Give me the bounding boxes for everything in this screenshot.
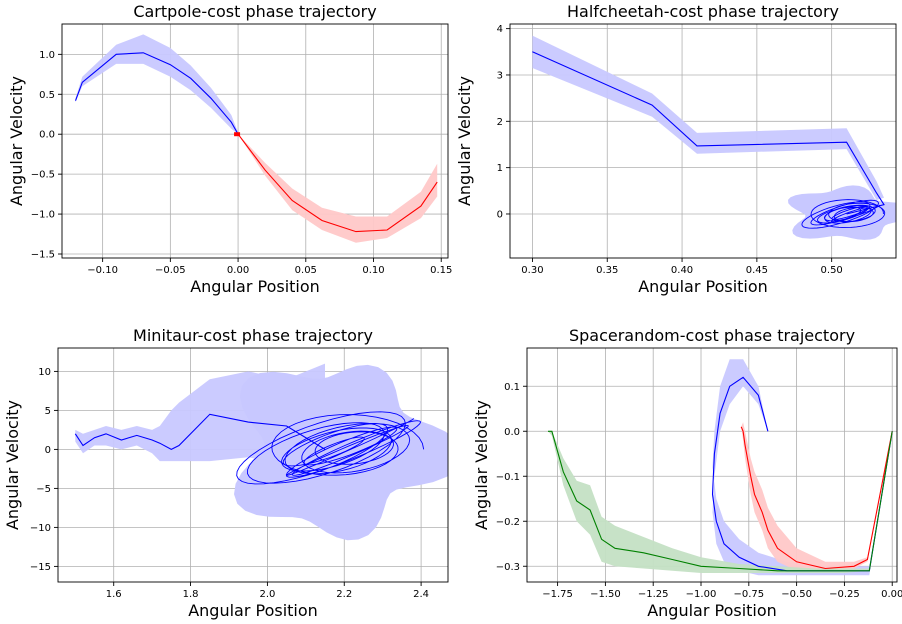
y-tick-label: 0.0 [39, 130, 55, 141]
plot-area [74, 34, 438, 243]
x-tick-label: −1.00 [686, 589, 717, 600]
x-tick-label: 0.05 [295, 265, 317, 276]
plot-area [532, 35, 896, 240]
x-tick-label: 0.10 [362, 265, 384, 276]
x-tick-label: 2.0 [259, 589, 275, 600]
x-tick-label: 0.00 [227, 265, 249, 276]
cluster-trajectory-line [801, 199, 886, 229]
series-3-line [548, 430, 893, 572]
y-tick-label: −1.5 [31, 250, 55, 261]
y-tick-label: 0.0 [504, 427, 520, 438]
axes-frame [61, 23, 449, 259]
x-axis-label: Angular Position [190, 277, 320, 296]
y-tick-label: −5 [36, 484, 51, 495]
x-tick-label: −0.05 [155, 265, 186, 276]
plot-area [74, 363, 448, 541]
x-axis-label: Angular Position [188, 601, 318, 620]
chart-title: Halfcheetah-cost phase trajectory [567, 2, 839, 21]
chart-title: Minitaur-cost phase trajectory [133, 326, 373, 345]
series-2-line [740, 426, 893, 570]
x-axis-label: Angular Position [638, 277, 768, 296]
gridlines [62, 24, 448, 258]
y-tick-label: 1 [497, 163, 503, 174]
y-tick-label: 10 [38, 367, 51, 378]
y-tick-label: −15 [30, 562, 51, 573]
y-tick-label: −0.5 [31, 170, 55, 181]
x-tick-label: −1.50 [590, 589, 621, 600]
y-tick-label: 3 [497, 70, 503, 81]
series-3-confidence-band [548, 431, 893, 573]
y-axis-label: Angular Velocity [455, 76, 474, 206]
y-tick-label: −10 [30, 523, 51, 534]
x-tick-label: 2.4 [413, 589, 429, 600]
x-tick-label: 1.6 [106, 589, 122, 600]
y-tick-label: 0.5 [39, 90, 55, 101]
x-tick-label: −0.10 [87, 265, 118, 276]
x-tick-label: −0.75 [733, 589, 764, 600]
series-1-confidence-band [712, 359, 893, 576]
series-1-confidence-band [532, 35, 884, 219]
y-axis-label: Angular Velocity [7, 76, 26, 206]
y-tick-label: 1.0 [39, 50, 55, 61]
series-2-confidence-band [741, 422, 893, 571]
chart-4: −1.75 −1.50 −1.25 −1.00 −0.75 −0.50 −0.25 0.00 −… [472, 326, 902, 620]
x-tick-label: −0.50 [781, 589, 812, 600]
x-tick-label: 0.50 [821, 265, 843, 276]
y-tick-label: 0 [497, 209, 503, 220]
x-tick-label: 0.15 [430, 265, 452, 276]
series-2-line [237, 133, 438, 233]
x-tick-label: 1.8 [183, 589, 199, 600]
series-1-line [532, 51, 885, 215]
chart-title: Cartpole-cost phase trajectory [133, 2, 376, 21]
x-tick-label: −1.75 [542, 589, 573, 600]
series-1-confidence-band [75, 363, 325, 489]
axes-frame [526, 347, 898, 583]
start-marker [234, 132, 241, 137]
x-tick-label: 0.35 [596, 265, 618, 276]
series-2-confidence-band [238, 134, 438, 243]
axes-frame [509, 23, 897, 259]
x-tick-label: −0.25 [829, 589, 860, 600]
x-tick-label: −1.25 [638, 589, 669, 600]
y-tick-label: 0.1 [504, 382, 520, 393]
series-1-line [74, 52, 239, 135]
x-tick-label: 2.2 [336, 589, 352, 600]
y-tick-label: 2 [497, 117, 503, 128]
y-tick-label: −0.1 [496, 472, 520, 483]
plot-area [548, 359, 893, 576]
chart-title: Spacerandom-cost phase trajectory [569, 326, 855, 345]
x-tick-label: 0.00 [881, 589, 902, 600]
x-tick-label: 0.30 [521, 265, 543, 276]
chart-1: −0.10 −0.05 0.00 0.05 0.10 0.15 −1.5 −1.0 −0.5 0.… [7, 2, 452, 296]
y-tick-label: −0.3 [496, 562, 520, 573]
y-tick-label: −1.0 [31, 210, 55, 221]
x-tick-label: 0.45 [746, 265, 768, 276]
y-tick-label: 5 [45, 406, 51, 417]
cluster-trajectory-line [236, 411, 425, 485]
chart-2: 0.30 0.35 0.40 0.45 0.50 0 1 2 3 4 Halfcheetah-cos… [455, 2, 897, 296]
series-1-confidence-band [75, 34, 239, 135]
axes-frame [57, 347, 449, 583]
y-axis-label: Angular Velocity [472, 400, 491, 530]
x-tick-label: 0.40 [671, 265, 693, 276]
y-tick-label: −0.2 [496, 517, 520, 528]
series-1-line [74, 413, 326, 451]
y-tick-label: 4 [497, 24, 503, 35]
y-axis-label: Angular Velocity [3, 400, 22, 530]
chart-3: 1.6 1.8 2.0 2.2 2.4 −15 −10 −5 0 5 10 Minitaur-cost… [3, 326, 449, 620]
y-tick-label: 0 [45, 445, 51, 456]
x-axis-label: Angular Position [647, 601, 777, 620]
